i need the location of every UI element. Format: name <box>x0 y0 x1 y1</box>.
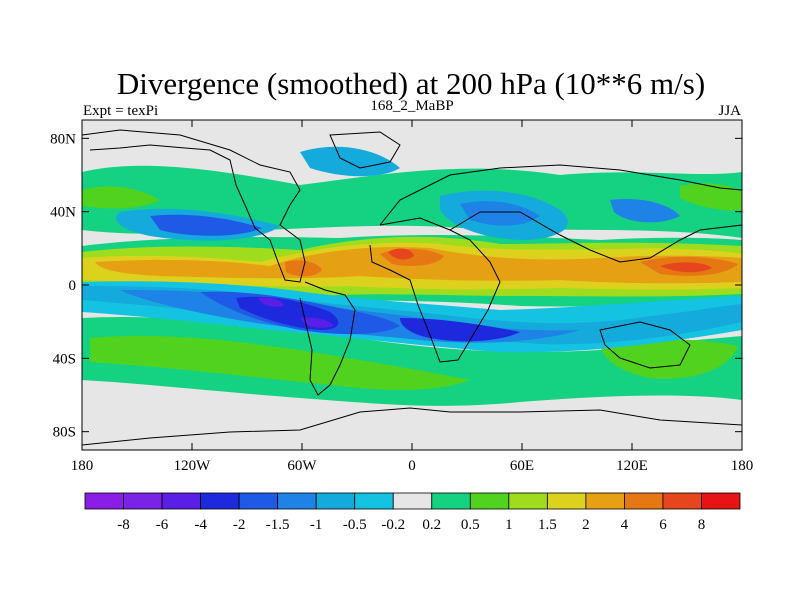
x-tick-label: 0 <box>408 458 416 474</box>
colorbar-swatch <box>238 492 279 510</box>
colorbar-label: 8 <box>698 517 706 533</box>
colorbar-label: -2 <box>233 517 246 533</box>
contour-red-africa <box>388 248 414 260</box>
outline-north-america <box>82 129 306 283</box>
colorbar: -8 -6 -4 -2 -1.5 -1 -0.5 -0.2 0.2 0.5 1 1.5 2 4 6 8 <box>84 492 741 533</box>
chart-title: Divergence (smoothed) at 200 hPa (10**6 … <box>117 66 705 101</box>
contour-darkblue-nepac <box>150 214 262 236</box>
colorbar-swatch <box>84 492 124 510</box>
colorbar-swatch <box>624 492 664 510</box>
colorbar-swatch <box>277 492 317 510</box>
colorbar-label: 0.5 <box>461 517 480 533</box>
colorbar-label: -6 <box>156 517 169 533</box>
colorbar-swatch <box>431 492 471 510</box>
continent-outlines <box>82 129 742 446</box>
y-tick-label: 40S <box>53 351 76 367</box>
colorbar-swatch <box>662 492 702 510</box>
colorbar-swatch <box>200 492 240 510</box>
subtitle-center: 168_2_MaBP <box>370 98 453 114</box>
colorbar-swatch <box>701 492 741 510</box>
subtitle-right: JJA <box>718 103 741 119</box>
contour-red-wpac <box>660 262 712 273</box>
y-axis-ticks: 80N 40N 0 40S 80S <box>50 131 742 441</box>
colorbar-label: 0.2 <box>422 517 441 533</box>
outline-greenland <box>329 131 401 169</box>
colorbar-swatch <box>469 492 510 510</box>
colorbar-label: -8 <box>117 517 130 533</box>
outline-antarctica <box>82 407 742 446</box>
x-tick-label: 120W <box>174 458 212 474</box>
subtitle-left: Expt = texPi <box>83 103 158 119</box>
y-tick-label: 80N <box>50 131 76 147</box>
colorbar-swatch <box>585 492 625 510</box>
colorbar-swatch <box>354 492 394 510</box>
colorbar-swatch <box>392 492 433 510</box>
colorbar-swatch <box>315 492 356 510</box>
outline-eurasia <box>379 164 742 263</box>
contour-lightgreen-sh <box>90 335 470 390</box>
x-tick-label: 180 <box>731 458 754 474</box>
colorbar-label: -1.5 <box>266 517 290 533</box>
colorbar-label: -4 <box>194 517 207 533</box>
map-plot-area <box>81 119 743 451</box>
colorbar-label: -0.5 <box>343 517 367 533</box>
colorbar-label: 1 <box>505 517 513 533</box>
x-tick-label: 60E <box>510 458 534 474</box>
colorbar-label: 1.5 <box>538 517 557 533</box>
x-tick-label: 120E <box>616 458 648 474</box>
y-tick-label: 40N <box>50 205 76 221</box>
x-tick-label: 180 <box>71 458 94 474</box>
colorbar-swatch <box>161 492 201 510</box>
contour-darkblue-asia <box>460 198 680 226</box>
contour-darkblue-pac <box>236 296 520 342</box>
divergence-field <box>82 146 742 406</box>
colorbar-label: 2 <box>582 517 590 533</box>
colorbar-label: 4 <box>621 517 629 533</box>
x-axis-ticks: 180 120W 60W 0 60E 120E 180 <box>71 120 754 474</box>
colorbar-label: -1 <box>310 517 323 533</box>
y-tick-label: 0 <box>69 278 77 294</box>
colorbar-swatch <box>508 492 548 510</box>
colorbar-label: 6 <box>659 517 667 533</box>
colorbar-label: -0.2 <box>381 517 405 533</box>
y-tick-label: 80S <box>53 425 76 441</box>
outline-australia <box>599 321 691 369</box>
outline-south-america <box>299 281 356 396</box>
colorbar-swatch <box>546 492 587 510</box>
x-tick-label: 60W <box>287 458 317 474</box>
contour-purple-pac <box>258 297 334 328</box>
contour-lightgreen-aus <box>600 339 738 379</box>
outline-africa <box>369 217 501 363</box>
colorbar-swatch <box>123 492 163 510</box>
contour-green-sh <box>82 316 742 406</box>
